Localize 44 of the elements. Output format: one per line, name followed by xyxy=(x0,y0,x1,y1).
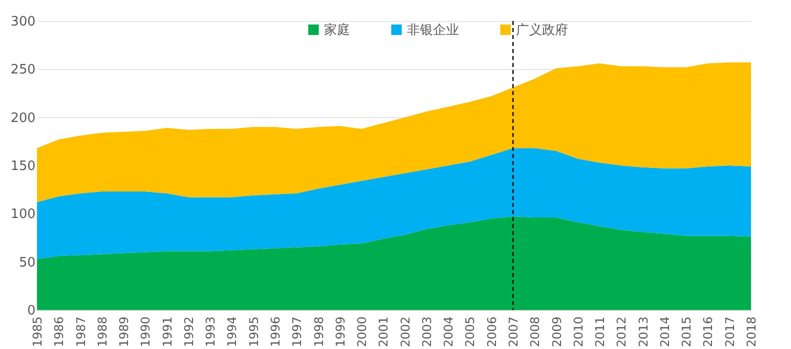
x-tick-label: 2000 xyxy=(355,316,370,348)
x-tick-label: 2003 xyxy=(420,316,434,348)
x-tick-label: 2018 xyxy=(744,316,758,348)
x-tick-label: 1999 xyxy=(333,316,348,348)
x-tick-label: 1995 xyxy=(246,316,261,348)
x-tick-label: 1993 xyxy=(204,316,218,348)
y-tick-label: 0 xyxy=(27,304,36,318)
y-tick-label: 150 xyxy=(10,159,36,174)
x-tick-label: 2011 xyxy=(593,316,608,348)
y-tick-label: 100 xyxy=(10,207,36,222)
x-tick-label: 2005 xyxy=(463,316,478,348)
x-tick-label: 1997 xyxy=(290,316,304,348)
x-tick-label: 2009 xyxy=(550,316,564,348)
x-tick-label: 1986 xyxy=(52,316,66,348)
x-tick-label: 2004 xyxy=(442,316,456,348)
y-tick-label: 250 xyxy=(10,62,36,78)
x-tick-label: 1998 xyxy=(312,316,326,348)
x-tick-label: 2013 xyxy=(636,316,650,348)
x-tick-label: 2001 xyxy=(376,316,391,348)
x-tick-label: 1996 xyxy=(268,316,282,348)
x-tick-label: 1992 xyxy=(182,316,196,348)
y-tick-label: 50 xyxy=(18,255,36,270)
x-tick-label: 1989 xyxy=(117,316,132,348)
x-tick-label: 1985 xyxy=(30,316,44,348)
x-tick-label: 2002 xyxy=(398,316,412,348)
x-tick-label: 2006 xyxy=(484,316,499,348)
legend-label: 非银企业 xyxy=(407,22,459,38)
x-tick-label: 2016 xyxy=(701,316,716,348)
x-tick-label: 1991 xyxy=(160,316,174,348)
x-tick-label: 1990 xyxy=(138,316,153,348)
x-tick-label: 2007 xyxy=(506,316,520,348)
x-tick-label: 2017 xyxy=(722,316,737,348)
x-tick-label: 2015 xyxy=(680,316,694,348)
x-tick-label: 1987 xyxy=(74,316,88,348)
y-tick-label: 300 xyxy=(10,14,36,30)
y-tick-label: 200 xyxy=(10,110,36,126)
legend-label: 广义政府 xyxy=(516,22,568,38)
x-tick-label: 1994 xyxy=(225,316,240,348)
legend-label: 家庭 xyxy=(324,22,350,38)
x-tick-label: 1988 xyxy=(95,316,110,348)
x-tick-label: 2014 xyxy=(658,316,672,348)
x-tick-label: 2012 xyxy=(614,316,629,348)
x-tick-label: 2008 xyxy=(528,316,542,348)
x-tick-label: 2010 xyxy=(571,316,586,348)
